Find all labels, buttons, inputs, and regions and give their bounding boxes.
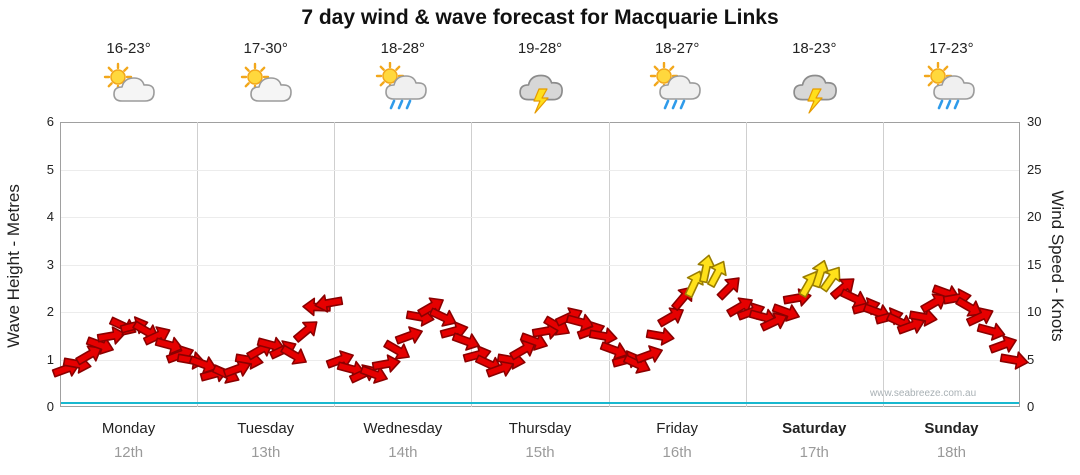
- day-date-label: 18th: [936, 444, 967, 461]
- wind-arrow: [433, 310, 475, 352]
- day-name-label: Tuesday: [237, 420, 295, 437]
- wind-speed-tick: 0: [1027, 399, 1035, 414]
- wind-arrow: [500, 327, 546, 373]
- wind-arrow: [92, 316, 131, 355]
- wind-arrow: [374, 327, 420, 373]
- wind-arrow: [592, 328, 636, 372]
- wind-arrow: [764, 290, 808, 334]
- wind-arrow: [705, 264, 753, 312]
- day-temperature: 18-27°: [654, 40, 700, 57]
- metre-gridline: [61, 217, 1019, 218]
- wind-arrow: [957, 294, 1002, 339]
- wind-arrow: [271, 332, 317, 378]
- wave-height-tick: 0: [46, 399, 54, 414]
- wind-speed-tick: 25: [1027, 161, 1042, 177]
- wind-arrow: [559, 301, 601, 343]
- wind-arrow: [352, 352, 396, 396]
- wind-arrow: [808, 255, 855, 302]
- wave-height-tick: 3: [46, 256, 54, 272]
- wave-height-line: [61, 401, 1019, 404]
- wind-arrow: [640, 316, 679, 355]
- day-temperature: 18-23°: [792, 40, 837, 57]
- wind-speed-tick: 15: [1027, 256, 1042, 272]
- day-name-label: Wednesday: [363, 420, 443, 437]
- wind-arrow: [648, 294, 694, 340]
- wave-height-tick: 2: [46, 304, 54, 319]
- wind-arrow: [78, 323, 122, 367]
- day-date-label: 15th: [525, 444, 555, 461]
- wind-arrow: [318, 338, 362, 382]
- wind-arrow: [583, 316, 622, 355]
- wave-height-tick: 5: [46, 161, 54, 177]
- day-name-label: Sunday: [924, 420, 979, 437]
- day-date-label: 16th: [662, 444, 692, 461]
- wind-speed-tick: 5: [1027, 351, 1035, 367]
- wind-arrow: [478, 347, 522, 391]
- wave-height-tick: 6: [46, 114, 54, 129]
- day-temperature: 19-28°: [517, 40, 563, 57]
- watermark: www.seabreeze.com.au: [870, 388, 977, 399]
- left-axis-title: Wave Height - Metres: [4, 184, 23, 348]
- wind-arrow: [890, 304, 934, 348]
- day-date-label: 13th: [251, 444, 281, 461]
- thunderstorm-icon: [511, 62, 569, 114]
- wave-height-tick: 4: [46, 209, 54, 224]
- day-temperature: 16-23°: [106, 40, 151, 57]
- wave-height-tick: 1: [46, 351, 54, 367]
- day-date-label: 12th: [113, 444, 144, 461]
- wind-arrow: [903, 297, 942, 336]
- wind-arrow: [627, 333, 671, 377]
- wind-arrow: [444, 319, 488, 363]
- wind-arrow: [215, 347, 259, 391]
- sun-showers-icon: [922, 61, 980, 114]
- sun-showers-icon: [374, 61, 432, 114]
- wind-arrow: [408, 284, 454, 330]
- wind-speed-tick: 20: [1027, 209, 1042, 224]
- wind-arrow: [686, 249, 726, 289]
- metre-gridline: [61, 169, 1019, 171]
- wind-speed-tick: 30: [1027, 114, 1042, 129]
- wind-arrow: [971, 310, 1013, 352]
- wind-speed-tick: 10: [1027, 304, 1042, 319]
- wind-arrow: [309, 283, 348, 322]
- wind-arrow: [512, 319, 556, 363]
- day-date-label: 17th: [799, 444, 829, 461]
- day-name-label: Thursday: [508, 420, 572, 437]
- metre-gridline: [61, 264, 1019, 266]
- day-temperature: 17-30°: [243, 40, 288, 57]
- wind-arrow: [420, 294, 465, 339]
- day-name-label: Friday: [656, 420, 698, 437]
- wind-arrow: [799, 253, 842, 296]
- wind-arrow: [65, 332, 111, 378]
- wind-arrow: [752, 299, 797, 344]
- wind-arrow: [366, 345, 405, 384]
- day-temperature: 17-23°: [929, 40, 974, 57]
- day-name-label: Saturday: [782, 420, 847, 437]
- wind-arrow: [995, 340, 1034, 379]
- wind-arrow: [387, 314, 431, 358]
- partly-cloudy-icon: [237, 62, 295, 114]
- wind-arrow: [911, 279, 957, 325]
- day-date-label: 14th: [388, 444, 418, 461]
- thunderstorm-icon: [785, 62, 843, 114]
- partly-cloudy-icon: [100, 62, 158, 114]
- chart-title: 7 day wind & wave forecast for Macquarie…: [301, 6, 779, 29]
- wind-arrow: [819, 264, 867, 312]
- wind-arrow: [282, 307, 330, 355]
- day-name-label: Monday: [101, 420, 156, 437]
- wind-arrow: [694, 251, 740, 297]
- wind-arrow: [981, 323, 1025, 367]
- metre-gridline: [61, 312, 1019, 313]
- wind-arrow: [717, 284, 763, 330]
- wind-arrow: [148, 324, 190, 366]
- sun-showers-icon: [648, 61, 706, 114]
- metre-gridline: [61, 359, 1019, 361]
- day-temperature: 18-28°: [380, 40, 426, 57]
